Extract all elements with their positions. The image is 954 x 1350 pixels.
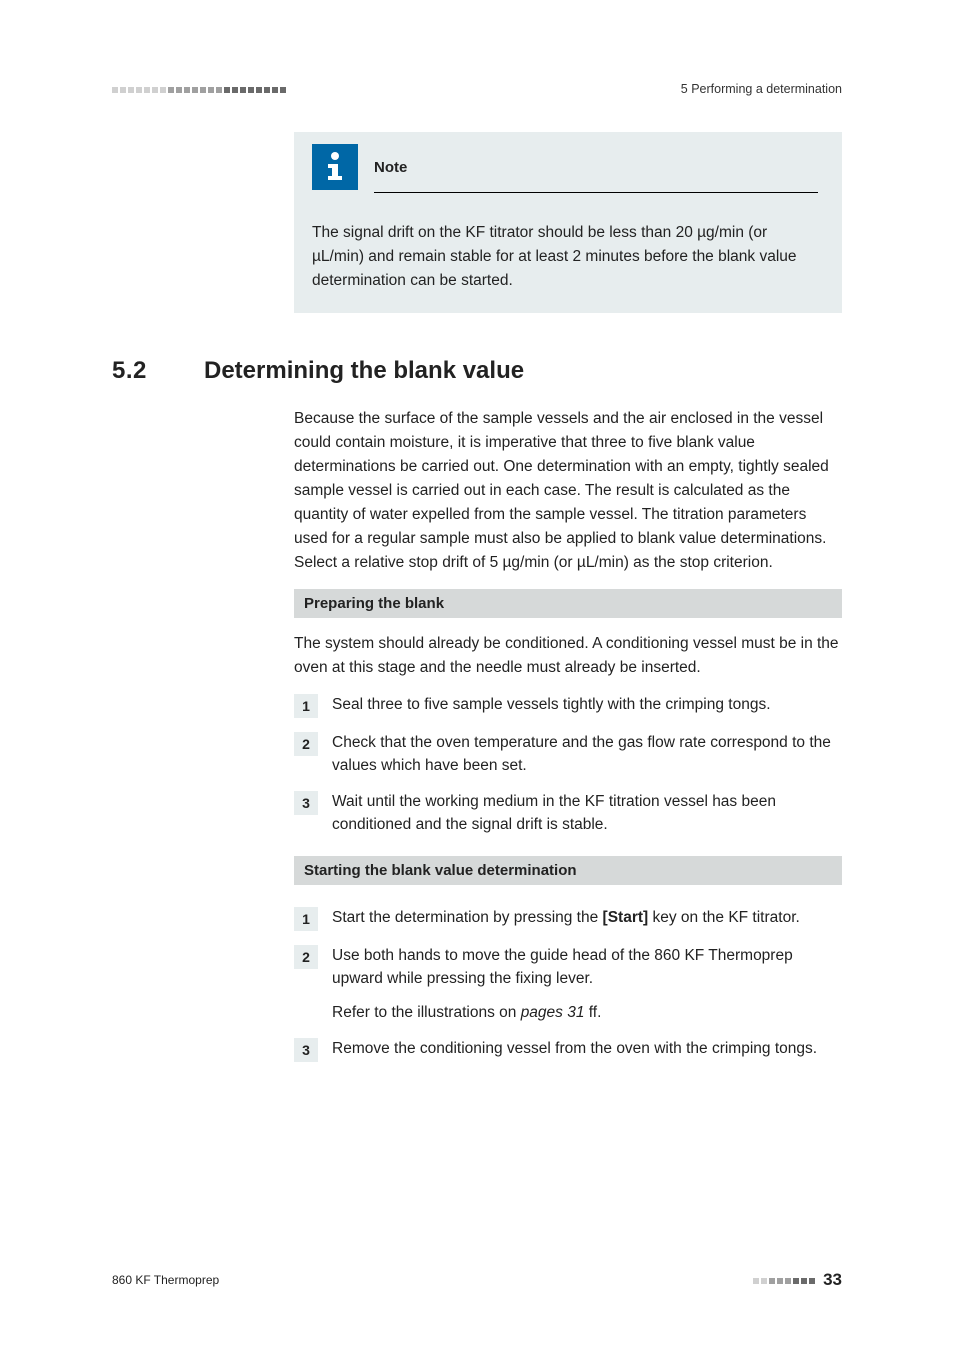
content-column: Note The signal drift on the KF titrator…: [294, 132, 842, 313]
running-header: 5 Performing a determination: [112, 82, 842, 96]
step-sub-pre: Refer to the illustrations on: [332, 1004, 521, 1021]
prep-step-1: 1 Seal three to five sample vessels tigh…: [294, 694, 842, 718]
footer-right: 33: [753, 1270, 842, 1290]
step-text: Seal three to five sample vessels tightl…: [332, 694, 771, 716]
prep-step-2: 2 Check that the oven temperature and th…: [294, 732, 842, 777]
step-number: 2: [294, 732, 318, 756]
step-number: 1: [294, 694, 318, 718]
page: 5 Performing a determination Note The si…: [0, 0, 954, 1350]
note-rule: [374, 192, 818, 193]
step-number: 3: [294, 1038, 318, 1062]
start-step-2: 2 Use both hands to move the guide head …: [294, 945, 842, 1024]
step-text-post: key on the KF titrator.: [648, 909, 800, 926]
step-number: 2: [294, 945, 318, 969]
start-step-3: 3 Remove the conditioning vessel from th…: [294, 1038, 842, 1062]
step-number: 1: [294, 907, 318, 931]
section-title: Determining the blank value: [204, 357, 524, 385]
note-body: The signal drift on the KF titrator shou…: [312, 221, 818, 293]
note-label: Note: [374, 159, 818, 176]
header-decor-left: [112, 82, 288, 96]
start-step-1: 1 Start the determination by pressing th…: [294, 907, 842, 931]
step-number: 3: [294, 791, 318, 815]
page-number: 33: [823, 1270, 842, 1290]
subhead-starting: Starting the blank value determination: [294, 856, 842, 885]
section-intro: Because the surface of the sample vessel…: [294, 407, 842, 575]
subhead-preparing: Preparing the blank: [294, 589, 842, 618]
step-text: Use both hands to move the guide head of…: [332, 945, 842, 1024]
section-number: 5.2: [112, 357, 204, 385]
step-text: Start the determination by pressing the …: [332, 907, 800, 929]
section-heading: 5.2 Determining the blank value: [112, 357, 842, 385]
step-text: Remove the conditioning vessel from the …: [332, 1038, 817, 1060]
footer-decor-squares: [753, 1273, 817, 1287]
step-text-pre: Start the determination by pressing the: [332, 909, 603, 926]
step-subtext: Refer to the illustrations on pages 31 f…: [332, 1002, 842, 1024]
prep-step-3: 3 Wait until the working medium in the K…: [294, 791, 842, 836]
step-text-main: Use both hands to move the guide head of…: [332, 947, 793, 986]
note-box: Note The signal drift on the KF titrator…: [294, 132, 842, 313]
info-icon: [312, 144, 358, 190]
step-sub-ital: pages 31: [521, 1004, 585, 1021]
header-section-label: 5 Performing a determination: [681, 82, 842, 96]
step-text-bold: [Start]: [603, 909, 649, 926]
step-text: Wait until the working medium in the KF …: [332, 791, 842, 836]
step-sub-post: ff.: [584, 1004, 601, 1021]
note-header-row: Note: [312, 144, 818, 190]
prep-intro: The system should already be conditioned…: [294, 632, 842, 680]
step-text: Check that the oven temperature and the …: [332, 732, 842, 777]
page-footer: 860 KF Thermoprep 33: [112, 1270, 842, 1290]
footer-product: 860 KF Thermoprep: [112, 1273, 219, 1287]
